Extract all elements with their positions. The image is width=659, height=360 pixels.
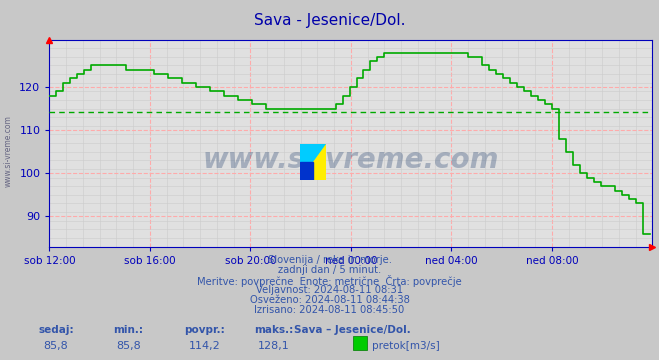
Text: sedaj:: sedaj: xyxy=(38,325,74,336)
Text: 85,8: 85,8 xyxy=(116,341,141,351)
Text: zadnji dan / 5 minut.: zadnji dan / 5 minut. xyxy=(278,265,381,275)
Text: 114,2: 114,2 xyxy=(188,341,220,351)
Text: Osveženo: 2024-08-11 08:44:38: Osveženo: 2024-08-11 08:44:38 xyxy=(250,295,409,305)
Polygon shape xyxy=(300,144,326,180)
Text: Sava – Jesenice/Dol.: Sava – Jesenice/Dol. xyxy=(294,325,411,336)
Text: maks.:: maks.: xyxy=(254,325,293,336)
Text: Veljavnost: 2024-08-11 08:31: Veljavnost: 2024-08-11 08:31 xyxy=(256,285,403,295)
Bar xyxy=(300,162,313,180)
Text: Meritve: povprečne  Enote: metrične  Črta: povprečje: Meritve: povprečne Enote: metrične Črta:… xyxy=(197,275,462,287)
Polygon shape xyxy=(300,144,326,180)
Text: Slovenija / reke in morje.: Slovenija / reke in morje. xyxy=(268,255,391,265)
Text: www.si-vreme.com: www.si-vreme.com xyxy=(3,115,13,187)
Text: 128,1: 128,1 xyxy=(258,341,289,351)
Text: min.:: min.: xyxy=(113,325,144,336)
Text: www.si-vreme.com: www.si-vreme.com xyxy=(203,146,499,174)
Text: povpr.:: povpr.: xyxy=(184,325,225,336)
Text: Izrisano: 2024-08-11 08:45:50: Izrisano: 2024-08-11 08:45:50 xyxy=(254,305,405,315)
Text: pretok[m3/s]: pretok[m3/s] xyxy=(372,341,440,351)
Text: Sava - Jesenice/Dol.: Sava - Jesenice/Dol. xyxy=(254,13,405,28)
Text: 85,8: 85,8 xyxy=(43,341,69,351)
